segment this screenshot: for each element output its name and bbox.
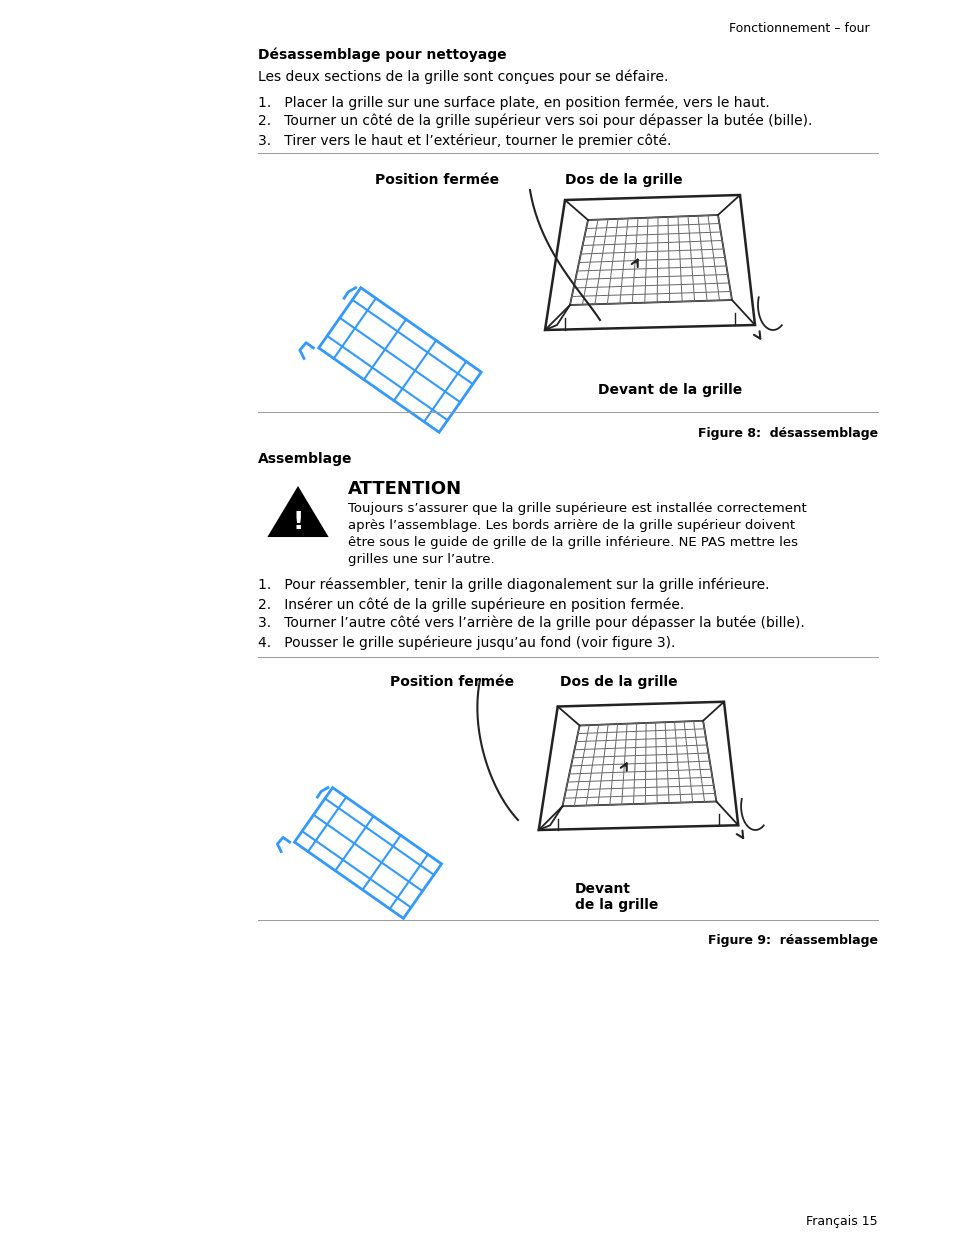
Text: Figure 8:  désassemblage: Figure 8: désassemblage: [698, 427, 877, 440]
Text: Dos de la grille: Dos de la grille: [559, 676, 677, 689]
Text: Toujours s’assurer que la grille supérieure est installée correctement: Toujours s’assurer que la grille supérie…: [348, 501, 806, 515]
Text: !: !: [292, 510, 303, 534]
Text: Fonctionnement – four: Fonctionnement – four: [729, 22, 869, 35]
Text: Désassemblage pour nettoyage: Désassemblage pour nettoyage: [257, 48, 506, 63]
Text: 4.   Pousser le grille supérieure jusqu’au fond (voir figure 3).: 4. Pousser le grille supérieure jusqu’au…: [257, 635, 675, 650]
Text: ATTENTION: ATTENTION: [348, 480, 461, 498]
Text: Position fermée: Position fermée: [390, 676, 514, 689]
Text: 1.   Pour réassembler, tenir la grille diagonalement sur la grille inférieure.: 1. Pour réassembler, tenir la grille dia…: [257, 578, 769, 593]
Text: Assemblage: Assemblage: [257, 452, 352, 466]
Text: grilles une sur l’autre.: grilles une sur l’autre.: [348, 553, 494, 566]
Text: 1.   Placer la grille sur une surface plate, en position fermée, vers le haut.: 1. Placer la grille sur une surface plat…: [257, 95, 769, 110]
Polygon shape: [269, 488, 327, 536]
Text: Position fermée: Position fermée: [375, 173, 498, 186]
Text: Figure 9:  réassemblage: Figure 9: réassemblage: [707, 934, 877, 947]
Text: Devant de la grille: Devant de la grille: [598, 383, 741, 396]
Text: Devant
de la grille: Devant de la grille: [575, 882, 658, 913]
Text: 2.   Insérer un côté de la grille supérieure en position fermée.: 2. Insérer un côté de la grille supérieu…: [257, 597, 683, 611]
Polygon shape: [569, 215, 731, 305]
Text: 2.   Tourner un côté de la grille supérieur vers soi pour dépasser la butée (bil: 2. Tourner un côté de la grille supérieu…: [257, 114, 812, 128]
Text: 3.   Tirer vers le haut et l’extérieur, tourner le premier côté.: 3. Tirer vers le haut et l’extérieur, to…: [257, 133, 671, 147]
Text: Les deux sections de la grille sont conçues pour se défaire.: Les deux sections de la grille sont conç…: [257, 70, 668, 84]
Text: après l’assemblage. Les bords arrière de la grille supérieur doivent: après l’assemblage. Les bords arrière de…: [348, 519, 794, 532]
Text: 3.   Tourner l’autre côté vers l’arrière de la grille pour dépasser la butée (bi: 3. Tourner l’autre côté vers l’arrière d…: [257, 616, 804, 631]
Text: être sous le guide de grille de la grille inférieure. NE PAS mettre les: être sous le guide de grille de la grill…: [348, 536, 797, 550]
Text: Français 15: Français 15: [805, 1215, 877, 1228]
Text: Dos de la grille: Dos de la grille: [564, 173, 682, 186]
Polygon shape: [562, 721, 716, 806]
